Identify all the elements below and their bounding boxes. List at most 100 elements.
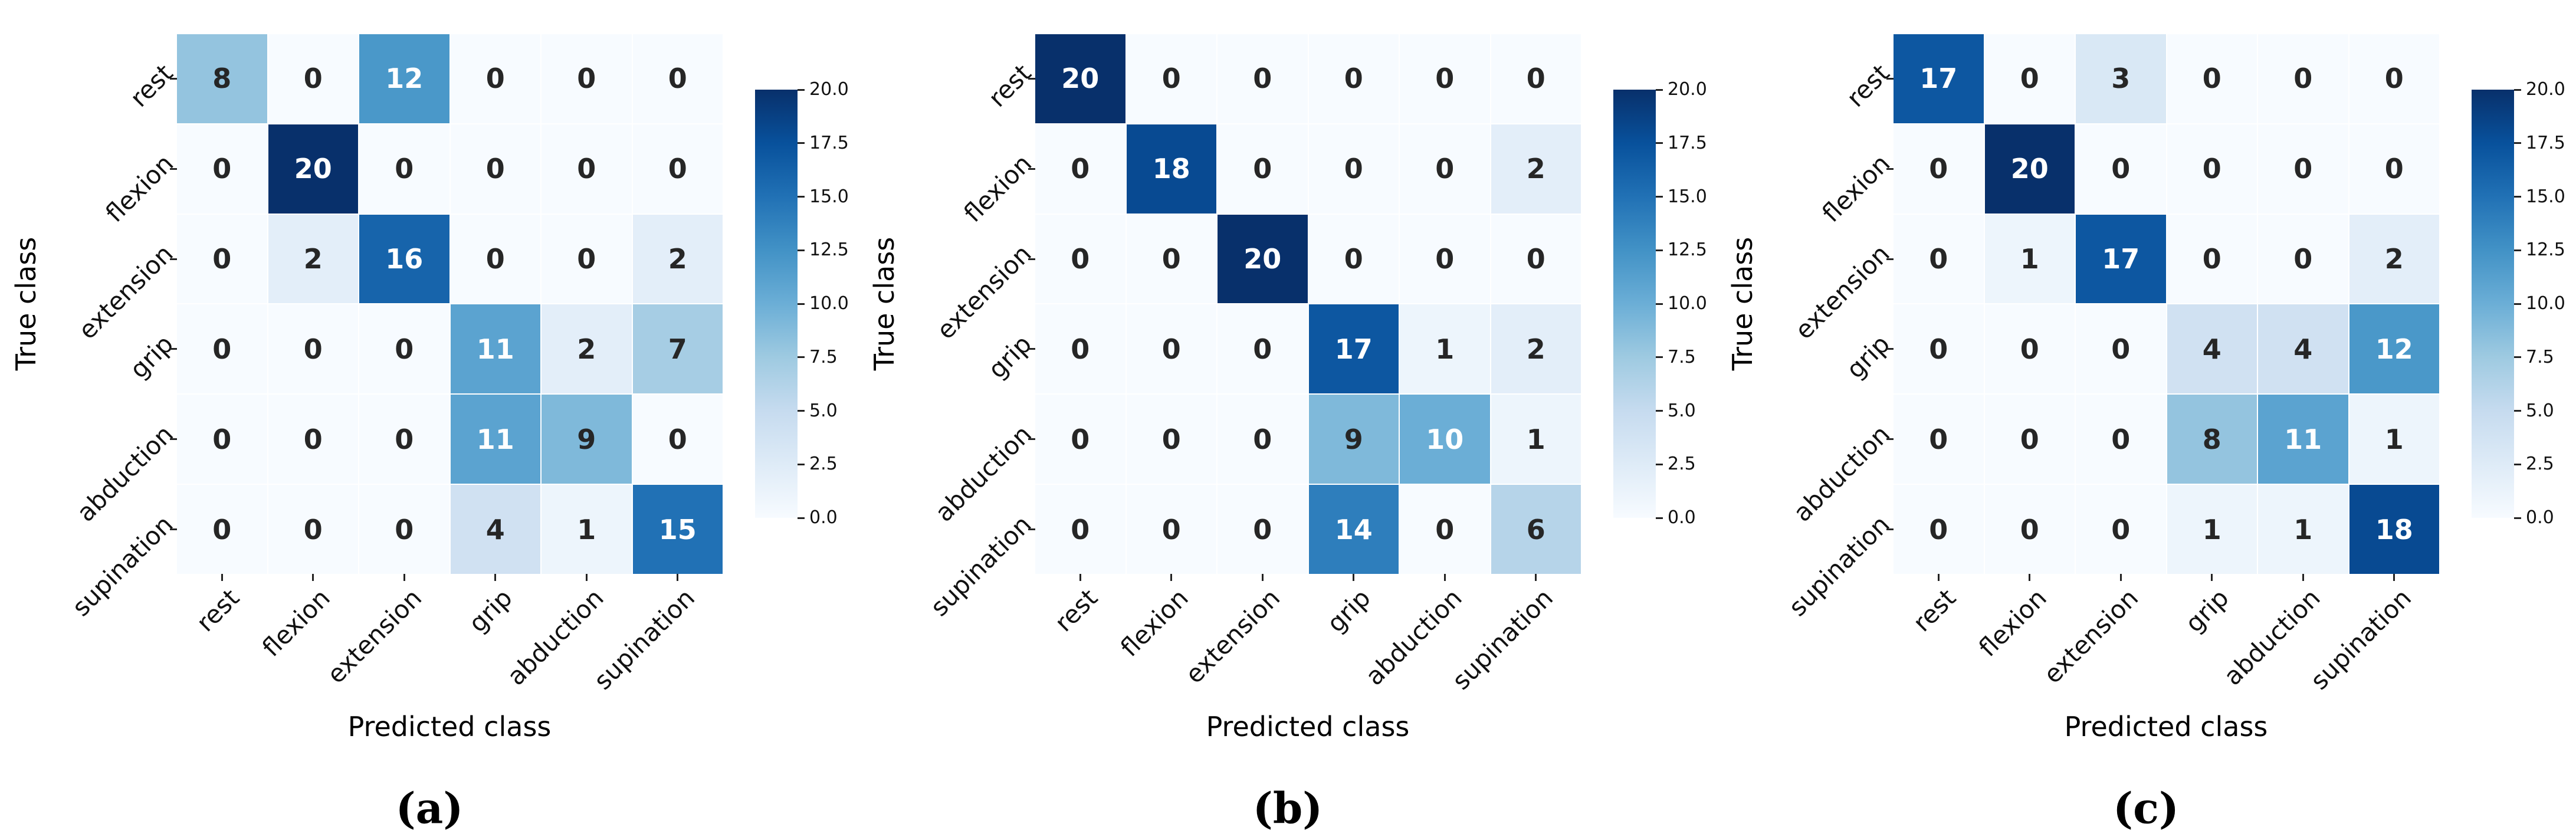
heatmap-cell: 0 bbox=[1218, 304, 1308, 394]
cell-value: 20 bbox=[1243, 243, 1282, 275]
heatmap-cell: 0 bbox=[1400, 124, 1490, 214]
cell-value: 0 bbox=[303, 513, 323, 546]
heatmap-cell: 1 bbox=[2258, 485, 2348, 574]
cell-value: 15 bbox=[658, 513, 697, 546]
colorbar-tick-label: 10.0 bbox=[2526, 293, 2565, 314]
cell-value: 1 bbox=[577, 513, 596, 546]
cell-value: 0 bbox=[1071, 333, 1090, 365]
heatmap-cell: 0 bbox=[2258, 34, 2348, 123]
cell-value: 0 bbox=[1253, 513, 1272, 546]
heatmap-cell: 0 bbox=[2076, 485, 2166, 574]
colorbar-tick-label: 0.0 bbox=[2526, 507, 2554, 528]
cell-value: 0 bbox=[1071, 243, 1090, 275]
xtick-label: grip bbox=[2180, 583, 2235, 638]
x-tick-mark bbox=[2393, 574, 2395, 581]
colorbar-tick-mark bbox=[2514, 196, 2521, 198]
heatmap-cell: 12 bbox=[359, 34, 449, 123]
cell-value: 0 bbox=[2384, 63, 2404, 95]
heatmap-cell: 12 bbox=[2349, 304, 2439, 394]
heatmap-grid: 8 0 12 0 0 0 0 20 0 0 0 0 0 2 16 0 0 2 0 0 0 11 2 7 0 0 0 11 9 0 0 0 0 4 1… bbox=[177, 34, 723, 574]
colorbar-tick-label: 15.0 bbox=[809, 186, 849, 207]
cell-value: 0 bbox=[577, 63, 596, 95]
cell-value: 0 bbox=[2293, 243, 2313, 275]
colorbar-tick-mark bbox=[798, 410, 805, 412]
heatmap-cell: 2 bbox=[1491, 304, 1581, 394]
heatmap-cell: 4 bbox=[450, 485, 540, 574]
colorbar-tick-label: 5.0 bbox=[1668, 400, 1696, 421]
xtick-label: flexion bbox=[257, 583, 336, 662]
colorbar-tick-label: 10.0 bbox=[809, 293, 849, 314]
colorbar bbox=[2472, 90, 2514, 518]
heatmap-cell: 0 bbox=[1035, 304, 1125, 394]
cell-value: 0 bbox=[1161, 333, 1181, 365]
cell-value: 1 bbox=[1435, 333, 1455, 365]
colorbar-tick-mark bbox=[2514, 463, 2521, 465]
x-tick-mark bbox=[1261, 574, 1264, 581]
xtick-label: extension bbox=[321, 583, 427, 689]
cell-value: 0 bbox=[1929, 333, 1948, 365]
x-tick-mark bbox=[1079, 574, 1081, 581]
y-tick-mark bbox=[1886, 168, 1894, 170]
heatmap-cell: 1 bbox=[2167, 485, 2257, 574]
colorbar-tick-label: 12.5 bbox=[809, 239, 849, 261]
heatmap-cell: 0 bbox=[268, 304, 358, 394]
colorbar-tick-label: 15.0 bbox=[1668, 186, 1707, 207]
heatmap-cell: 11 bbox=[2258, 395, 2348, 484]
heatmap-cell: 0 bbox=[1984, 34, 2075, 123]
x-tick-mark bbox=[2302, 574, 2304, 581]
panel-caption: (a) bbox=[395, 783, 464, 833]
ytick-label: rest bbox=[124, 58, 179, 113]
ytick-label: extension bbox=[73, 239, 179, 345]
cell-value: 2 bbox=[303, 243, 323, 275]
heatmap-cell: 0 bbox=[1984, 485, 2075, 574]
colorbar-tick-mark bbox=[2514, 142, 2521, 145]
x-axis-title: Predicted class bbox=[2064, 711, 2268, 743]
y-axis-title: True class bbox=[10, 237, 42, 371]
cell-value: 9 bbox=[577, 423, 596, 455]
cell-value: 11 bbox=[476, 423, 514, 455]
cell-value: 0 bbox=[485, 153, 505, 185]
cell-value: 0 bbox=[2020, 513, 2039, 546]
cell-value: 0 bbox=[1344, 153, 1363, 185]
heatmap-cell: 20 bbox=[1984, 124, 2075, 214]
x-tick-mark bbox=[677, 574, 679, 581]
y-tick-mark bbox=[170, 438, 177, 441]
panel-c: True class 17 0 3 0 0 0 0 20 0 0 0 0 0 1 17 0 0 2 0 0 0 4 4 12 0… bbox=[1717, 0, 2575, 834]
heatmap-cell: 17 bbox=[1894, 34, 1984, 123]
cell-value: 2 bbox=[668, 243, 687, 275]
cell-value: 0 bbox=[1071, 513, 1090, 546]
heatmap-cell: 0 bbox=[542, 34, 632, 123]
colorbar-tick-mark bbox=[2514, 410, 2521, 412]
colorbar bbox=[1613, 90, 1656, 518]
heatmap-cell: 17 bbox=[1308, 304, 1399, 394]
colorbar-tick-label: 0.0 bbox=[1668, 507, 1696, 528]
heatmap-cell: 2 bbox=[268, 214, 358, 304]
heatmap-cell: 0 bbox=[359, 304, 449, 394]
heatmap-cell: 0 bbox=[632, 395, 723, 484]
heatmap-cell: 20 bbox=[1035, 34, 1125, 123]
x-tick-mark bbox=[1937, 574, 1940, 581]
colorbar-tick-label: 20.0 bbox=[1668, 79, 1707, 100]
heatmap-cell: 0 bbox=[2076, 124, 2166, 214]
x-tick-mark bbox=[1353, 574, 1355, 581]
x-axis-title: Predicted class bbox=[347, 711, 552, 743]
y-tick-mark bbox=[170, 528, 177, 531]
heatmap-cell: 2 bbox=[2349, 214, 2439, 304]
cell-value: 10 bbox=[1426, 423, 1464, 455]
y-tick-mark bbox=[1886, 258, 1894, 260]
x-axis-title: Predicted class bbox=[1206, 711, 1410, 743]
heatmap-cell: 0 bbox=[1126, 485, 1216, 574]
colorbar-tick-mark bbox=[2514, 249, 2521, 251]
cell-value: 0 bbox=[1435, 513, 1455, 546]
cell-value: 0 bbox=[577, 243, 596, 275]
x-tick-mark bbox=[1443, 574, 1446, 581]
colorbar bbox=[755, 90, 798, 518]
heatmap-cell: 0 bbox=[1218, 395, 1308, 484]
y-tick-mark bbox=[1886, 438, 1894, 441]
cell-value: 0 bbox=[1929, 243, 1948, 275]
heatmap-cell: 0 bbox=[1894, 485, 1984, 574]
heatmap-cell: 0 bbox=[1400, 485, 1490, 574]
cell-value: 18 bbox=[2375, 513, 2413, 546]
y-tick-mark bbox=[170, 77, 177, 80]
heatmap-cell: 0 bbox=[450, 34, 540, 123]
